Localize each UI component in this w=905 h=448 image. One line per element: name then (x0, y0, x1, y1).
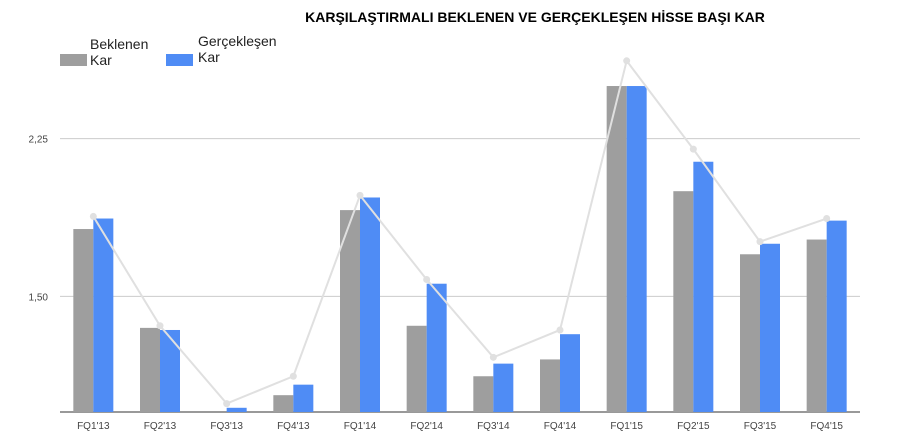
bar-actual (760, 243, 780, 412)
trend-line-point (223, 400, 231, 408)
trend-line-path (92, 58, 827, 405)
x-tick-label: FQ1'14 (344, 421, 377, 432)
legend: Beklenen Kar Gerçekleşen Kar (60, 33, 277, 68)
bar-expected (73, 229, 94, 412)
bar-expected (606, 86, 627, 412)
trend-line-point (689, 145, 697, 153)
bar-actual (493, 363, 514, 412)
bar-expected (673, 191, 694, 412)
bar-expected (273, 395, 294, 412)
gridlines (60, 138, 860, 413)
legend-item-actual: Gerçekleşen Kar (166, 33, 277, 66)
trend-line-point (289, 372, 297, 380)
legend-label-actual: Gerçekleşen Kar (198, 33, 277, 65)
bar-actual (826, 220, 847, 412)
x-tick-label: FQ4'15 (810, 421, 843, 432)
trend-line (89, 57, 831, 408)
bar-actual (560, 334, 580, 412)
trend-line-point (423, 276, 431, 284)
legend-swatch-actual (166, 54, 193, 66)
bar-actual (693, 161, 714, 412)
chart-title: KARŞILAŞTIRMALI BEKLENEN VE GERÇEKLEŞEN … (305, 9, 765, 25)
trend-line-point (356, 191, 364, 199)
x-tick-label: FQ2'13 (144, 421, 177, 432)
bar-expected (540, 359, 560, 412)
bar-expected (406, 325, 427, 412)
x-tick-label: FQ1'15 (610, 421, 643, 432)
x-tick-label: FQ2'14 (410, 421, 443, 432)
bar-actual (626, 86, 647, 412)
bar-expected (473, 376, 494, 412)
bar-actual (360, 197, 380, 412)
trend-line-point (489, 353, 497, 361)
trend-line-point (823, 215, 831, 223)
bar-actual (426, 283, 447, 412)
x-axis-ticks: FQ1'13 FQ2'13 FQ3'13 FQ4'13 FQ1'14 FQ2'14 FQ3'… (77, 421, 843, 432)
legend-swatch-expected (60, 54, 87, 66)
x-tick-label: FQ4'14 (544, 421, 577, 432)
bar-actual (93, 218, 114, 412)
bar-expected (340, 210, 360, 412)
bar-expected (740, 254, 760, 412)
bar-expected (806, 239, 827, 412)
x-tick-label: FQ4'13 (277, 421, 310, 432)
legend-label-expected: Beklenen Kar (90, 36, 148, 68)
x-tick-label: FQ1'13 (77, 421, 110, 432)
bars (73, 86, 847, 412)
bar-actual (293, 384, 314, 412)
bar-actual (160, 329, 180, 412)
x-tick-label: FQ3'13 (210, 421, 243, 432)
x-tick-label: FQ3'15 (744, 421, 777, 432)
trend-line-point (156, 322, 164, 330)
bar-expected (140, 327, 160, 412)
x-tick-label: FQ2'15 (677, 421, 710, 432)
trend-line-point (556, 326, 564, 334)
legend-item-expected: Beklenen Kar (60, 36, 148, 68)
y-tick-label: 2,25 (29, 135, 49, 146)
trend-line-point (623, 57, 631, 65)
trend-line-point (756, 238, 764, 246)
y-axis-ticks: 1,50 2,25 (29, 135, 49, 304)
y-tick-label: 1,50 (29, 292, 49, 303)
x-tick-label: FQ3'14 (477, 421, 510, 432)
trend-line-point (89, 212, 97, 220)
bar-actual (226, 407, 247, 412)
